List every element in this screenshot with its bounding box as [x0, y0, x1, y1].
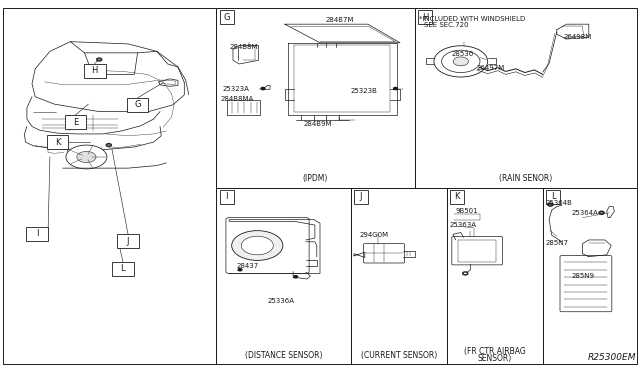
Bar [450, 190, 464, 204]
Bar [47, 135, 68, 149]
Text: J: J [127, 237, 129, 246]
Bar [447, 188, 543, 364]
Text: 25323B: 25323B [351, 88, 378, 94]
Bar [415, 8, 637, 188]
Circle shape [241, 236, 273, 255]
Bar [546, 190, 560, 204]
Text: 26498M: 26498M [563, 34, 591, 40]
Text: 25363A: 25363A [450, 222, 477, 228]
Bar [354, 190, 368, 204]
Bar [65, 115, 86, 129]
Circle shape [238, 269, 242, 271]
Text: SEE SEC.720: SEE SEC.720 [424, 22, 469, 28]
Text: 28536: 28536 [451, 51, 474, 57]
Bar [117, 234, 139, 248]
Text: 9B501: 9B501 [456, 208, 478, 214]
Circle shape [599, 211, 604, 214]
Text: 284B8M: 284B8M [229, 44, 258, 49]
Text: G: G [134, 100, 141, 109]
Text: H: H [92, 66, 98, 75]
Bar [84, 64, 106, 78]
Text: 294G0M: 294G0M [360, 232, 389, 238]
Bar [3, 8, 216, 364]
Text: K: K [55, 138, 60, 147]
Text: 284B8MA: 284B8MA [220, 96, 253, 102]
Bar [220, 10, 234, 24]
Bar [216, 8, 415, 188]
Circle shape [261, 87, 265, 90]
Text: J: J [360, 192, 362, 201]
Bar [26, 227, 48, 241]
Circle shape [77, 151, 96, 163]
Text: G: G [223, 13, 230, 22]
Text: I: I [36, 229, 38, 238]
Bar [216, 188, 351, 364]
Text: I: I [225, 192, 228, 201]
Text: 284B7M: 284B7M [325, 17, 354, 23]
Text: *INCLUDED WITH WINDSHIELD: *INCLUDED WITH WINDSHIELD [419, 16, 525, 22]
Circle shape [106, 144, 111, 147]
Text: 25364A: 25364A [572, 210, 598, 216]
Bar [112, 262, 134, 276]
Circle shape [463, 272, 468, 275]
Text: 284B9M: 284B9M [304, 121, 333, 126]
Circle shape [97, 58, 102, 61]
Text: 285N7: 285N7 [545, 240, 568, 246]
Circle shape [66, 145, 107, 169]
Text: SENSOR): SENSOR) [477, 354, 512, 363]
Circle shape [394, 87, 397, 90]
FancyBboxPatch shape [560, 256, 612, 312]
Text: K: K [454, 192, 460, 201]
Circle shape [434, 46, 488, 77]
FancyBboxPatch shape [364, 244, 404, 263]
Text: 28437: 28437 [237, 263, 259, 269]
Text: R25300EM: R25300EM [588, 353, 636, 362]
Circle shape [442, 50, 480, 73]
Text: L: L [120, 264, 125, 273]
Text: 25336A: 25336A [268, 298, 294, 304]
Bar [127, 98, 148, 112]
Text: (FR CTR AIRBAG: (FR CTR AIRBAG [464, 347, 525, 356]
Text: 25364B: 25364B [545, 200, 572, 206]
FancyBboxPatch shape [226, 218, 309, 273]
Circle shape [453, 57, 468, 66]
Circle shape [548, 203, 553, 206]
Bar [543, 188, 637, 364]
Bar [418, 10, 432, 24]
Text: L: L [550, 192, 556, 201]
Text: (IPDM): (IPDM) [302, 174, 328, 183]
Text: 26497M: 26497M [477, 65, 505, 71]
Text: H: H [422, 13, 428, 22]
Circle shape [294, 276, 298, 278]
Bar [220, 190, 234, 204]
Text: (RAIN SENOR): (RAIN SENOR) [499, 174, 553, 183]
Text: (CURRENT SENSOR): (CURRENT SENSOR) [360, 351, 437, 360]
Text: 25323A: 25323A [223, 86, 250, 92]
FancyBboxPatch shape [452, 237, 502, 265]
Text: 285N9: 285N9 [572, 273, 595, 279]
Text: E: E [73, 118, 78, 126]
Circle shape [232, 231, 283, 260]
Text: (DISTANCE SENSOR): (DISTANCE SENSOR) [244, 351, 323, 360]
Bar [351, 188, 447, 364]
